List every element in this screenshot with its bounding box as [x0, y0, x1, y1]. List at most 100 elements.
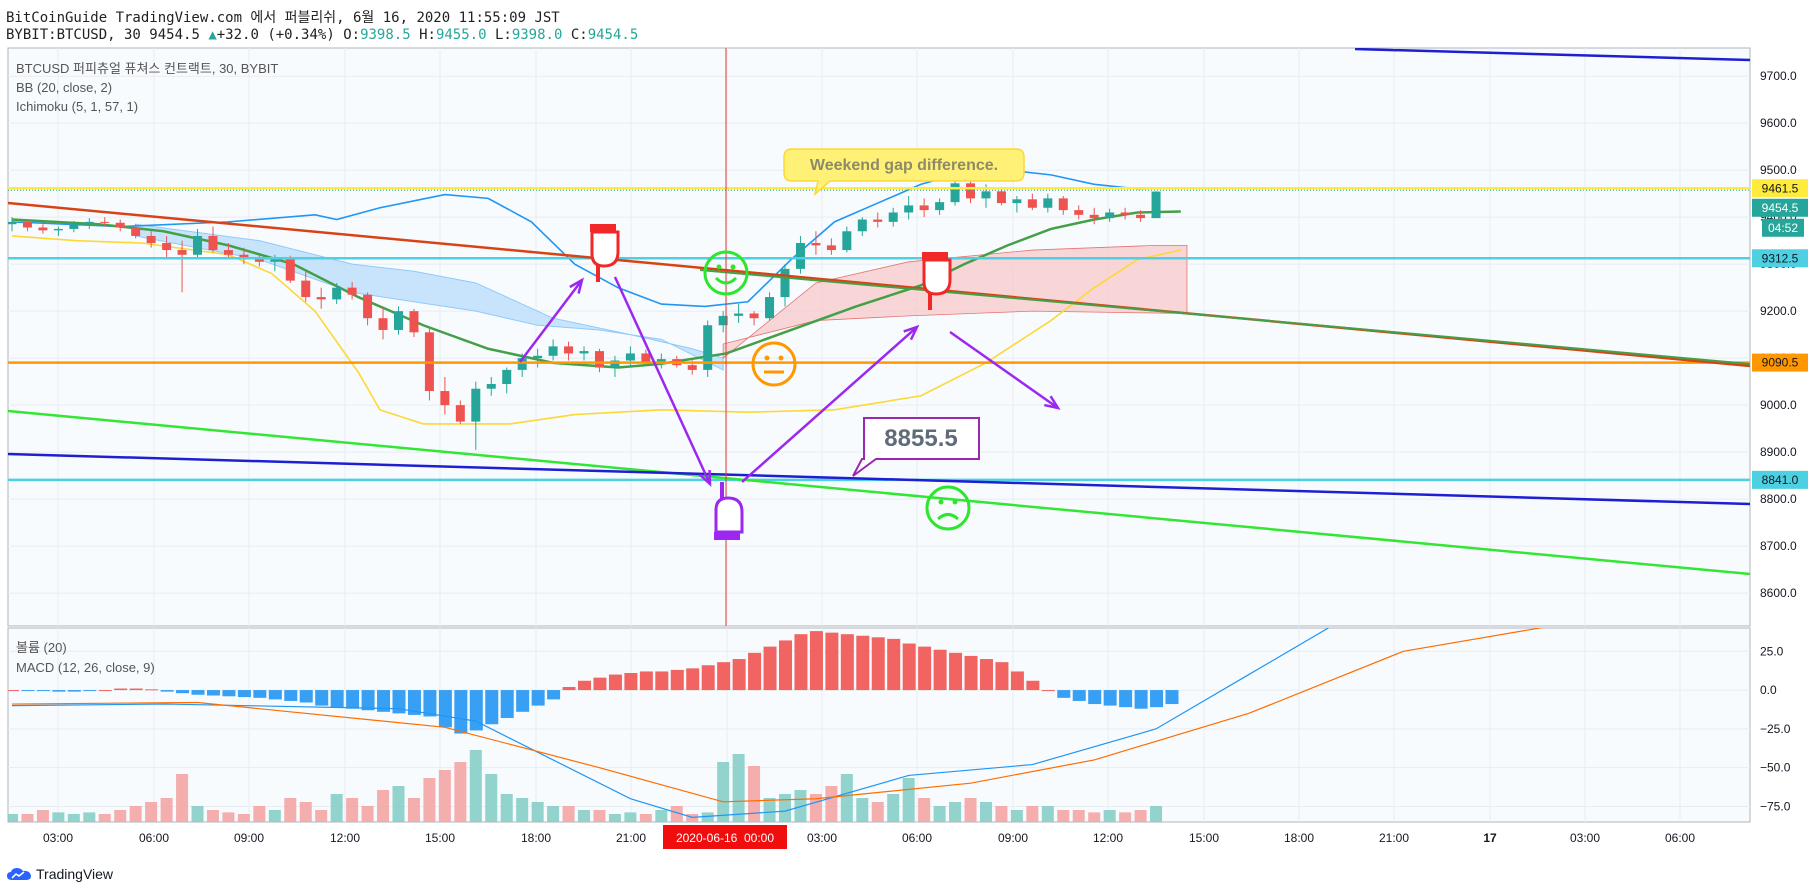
tradingview-wordmark: TradingView	[36, 866, 114, 882]
macd-histogram-bar	[748, 652, 762, 691]
volume-bar	[918, 798, 931, 822]
weekend-gap-callout[interactable]: Weekend gap difference.	[783, 148, 1025, 197]
legend-ichimoku: Ichimoku (5, 1, 57, 1)	[16, 99, 138, 114]
close-value: 9454.5	[587, 27, 639, 43]
purple-arrow[interactable]	[741, 326, 918, 483]
volume-bar	[1088, 812, 1101, 822]
x-tick-label: 21:00	[616, 831, 646, 845]
candle-body	[100, 221, 110, 223]
candle-body	[84, 221, 94, 225]
hand-up-purple-icon[interactable]	[714, 482, 744, 540]
up-triangle-icon: ▲	[208, 27, 217, 43]
purple-arrow[interactable]	[949, 330, 1059, 410]
purple-arrow[interactable]	[613, 276, 712, 485]
x-tick-label: 17	[1483, 831, 1497, 845]
volume-bar	[562, 806, 575, 822]
macd-histogram-bar	[469, 690, 483, 731]
chart-header: BitCoinGuide TradingView.com 에서 퍼블리쉬, 6월…	[0, 0, 1818, 46]
main-pane[interactable]	[7, 47, 1751, 627]
ohlc-line: BYBIT:BTCUSD, 30 9454.5 ▲+32.0 (+0.34%) …	[6, 27, 639, 43]
price-chart[interactable]: 9700.09600.09500.09400.09300.09200.09100…	[0, 0, 1818, 858]
candle-body	[177, 250, 187, 255]
macd-histogram-bar	[1134, 690, 1148, 709]
hand-down-red-icon-2[interactable]	[922, 252, 952, 310]
price-tag-cyan-lower-text: 8841.0	[1762, 473, 1799, 487]
macd-histogram-bar	[794, 634, 808, 691]
volume-bar	[670, 806, 683, 822]
macd-histogram-bar	[918, 646, 932, 691]
candle-body	[455, 405, 465, 422]
volume-bar	[268, 810, 281, 822]
candle-body	[53, 228, 63, 231]
macd-histogram-bar	[145, 689, 159, 691]
macd-histogram-bar	[686, 668, 700, 691]
tradingview-cloud-icon	[7, 868, 31, 880]
symbol-label: BYBIT:BTCUSD, 30	[6, 27, 141, 43]
candle-body	[703, 325, 713, 370]
volume-bar	[732, 754, 745, 822]
candle-body	[904, 205, 914, 213]
happy-face-icon[interactable]	[703, 250, 749, 296]
arrow-head	[569, 277, 584, 294]
candle-body	[687, 365, 697, 370]
y-tick-label: 8600.0	[1760, 586, 1797, 600]
volume-bar	[655, 810, 668, 822]
candle-body	[594, 351, 604, 368]
candle-body	[1151, 191, 1161, 219]
candle-body	[332, 287, 342, 300]
volume-bar	[36, 810, 49, 822]
macd-histogram-bar	[330, 690, 344, 708]
candle-body	[378, 318, 388, 330]
macd-histogram-bar	[717, 662, 731, 691]
sad-face-icon[interactable]	[925, 485, 971, 531]
volume-bar	[145, 802, 158, 822]
volume-bar	[933, 806, 946, 822]
low-value: 9398.0	[511, 27, 563, 43]
volume-bar	[222, 812, 235, 822]
macd-histogram-bar	[160, 690, 174, 692]
hand-down-red-icon[interactable]	[590, 224, 620, 282]
trend-line-green-upper[interactable]	[699, 269, 1750, 365]
macd-histogram-bar	[1165, 690, 1179, 705]
volume-bar	[624, 812, 637, 822]
macd-histogram-bar	[809, 631, 823, 691]
volume-bar	[129, 806, 142, 822]
macd-histogram-bar	[83, 690, 97, 692]
volume-bar	[423, 778, 436, 822]
volume-bar	[979, 802, 992, 822]
price-label-box[interactable]: 8855.5	[852, 417, 980, 477]
trend-line-blue-lower[interactable]	[8, 452, 1750, 506]
trend-line-blue-upper[interactable]	[1354, 48, 1750, 62]
volume-bar	[701, 812, 714, 822]
price-tag-cyan-upper-text: 9312.5	[1762, 251, 1799, 265]
macd-histogram-bar	[500, 690, 514, 719]
y-tick-label: 9600.0	[1760, 116, 1797, 130]
volume-bar	[21, 814, 34, 822]
tradingview-logo[interactable]: TradingView	[6, 866, 113, 882]
macd-histogram-bar	[840, 634, 854, 691]
volume-bar	[964, 798, 977, 822]
volume-bar	[114, 810, 127, 822]
candle-body	[316, 297, 326, 300]
macd-histogram-bar	[949, 652, 963, 691]
neutral-face-icon[interactable]	[751, 341, 797, 387]
macd-histogram-bar	[392, 690, 406, 714]
macd-histogram-bar	[361, 690, 375, 711]
volume-bar	[1072, 810, 1085, 822]
candle-body	[193, 235, 203, 255]
trend-line-green-lower[interactable]	[8, 409, 1750, 576]
purple-arrow[interactable]	[519, 279, 583, 363]
price-change: +32.0 (+0.34%)	[216, 27, 335, 43]
macd-histogram-bar	[655, 671, 669, 691]
candle-body	[208, 235, 218, 251]
x-tick-label: 18:00	[1284, 831, 1314, 845]
volume-bar	[1041, 806, 1054, 822]
candle-body	[996, 191, 1006, 204]
x-tick-label: 15:00	[425, 831, 455, 845]
volume-bar	[593, 810, 606, 822]
candle-body	[115, 222, 125, 228]
legend-main: BTCUSD 퍼피츄얼 퓨쳐스 컨트랙트, 30, BYBIT	[16, 61, 278, 76]
y-tick-label: 9200.0	[1760, 304, 1797, 318]
last-price: 9454.5	[149, 27, 200, 43]
candle-body	[146, 235, 156, 244]
